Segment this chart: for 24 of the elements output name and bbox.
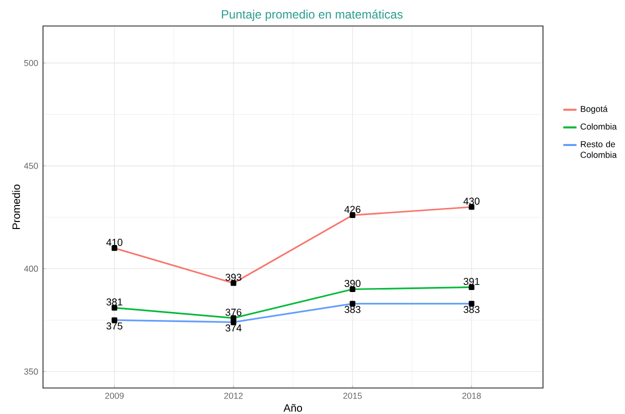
legend-label: Bogotá [580,106,608,114]
x-tick-label: 2018 [462,392,481,399]
y-tick-label: 500 [24,60,38,66]
data-label: 381 [106,298,122,306]
y-tick-label: 400 [24,266,38,272]
legend-label: Colombia [580,123,617,130]
data-label: 390 [344,280,360,287]
legend-label: Resto de Colombia [580,140,617,158]
data-label: 391 [464,278,480,285]
data-label: 430 [463,198,480,205]
y-tick-label: 450 [24,162,38,169]
data-label: 393 [226,274,242,281]
chart-title: Puntaje promedio en matemáticas [222,10,403,21]
data-label: 376 [226,308,242,316]
data-label: 383 [464,306,480,314]
x-tick-label: 2015 [343,392,362,399]
y-tick-label: 350 [24,368,38,375]
x-tick-label: 2012 [224,392,243,399]
data-label: 426 [344,206,360,213]
data-label: 375 [106,322,122,330]
x-tick-label: 2009 [105,392,124,399]
data-label: 383 [344,306,360,314]
y-axis-title: Promedio [12,184,20,229]
x-axis-title: Año [284,404,302,412]
